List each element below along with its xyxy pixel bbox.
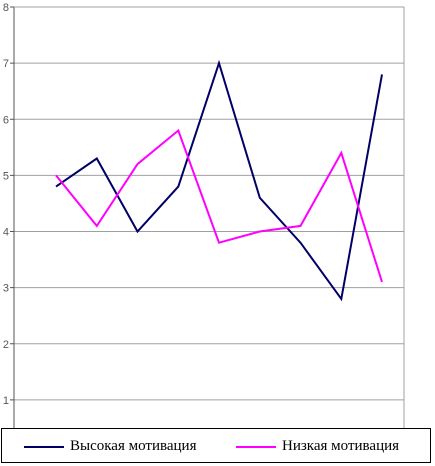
legend-swatch-high (24, 445, 64, 448)
y-tick-label-7: 7 (3, 58, 9, 70)
y-tick-label-1: 1 (3, 395, 9, 407)
y-tick-label-8: 8 (3, 2, 9, 14)
series-line-0 (55, 59, 383, 302)
legend-label-low: Низкая мотивация (282, 438, 400, 454)
y-tick-label-6: 6 (3, 114, 9, 126)
y-tick-label-2: 2 (3, 339, 9, 351)
y-tick-labels: 012345678 (3, 2, 9, 463)
legend-swatch-low (236, 445, 276, 448)
y-tick-label-5: 5 (3, 170, 9, 182)
y-tick-label-4: 4 (3, 227, 9, 239)
gridlines (14, 6, 404, 401)
legend: Высокая мотивация Низкая мотивация (1, 428, 431, 463)
y-tick-label-3: 3 (3, 283, 9, 295)
series-lines (55, 59, 383, 302)
series-line-1 (55, 128, 383, 283)
axes (10, 6, 405, 457)
legend-label-high: Высокая мотивация (70, 438, 197, 454)
legend-item-low: Низкая мотивация (236, 438, 399, 455)
legend-item-high: Высокая мотивация (24, 438, 196, 455)
